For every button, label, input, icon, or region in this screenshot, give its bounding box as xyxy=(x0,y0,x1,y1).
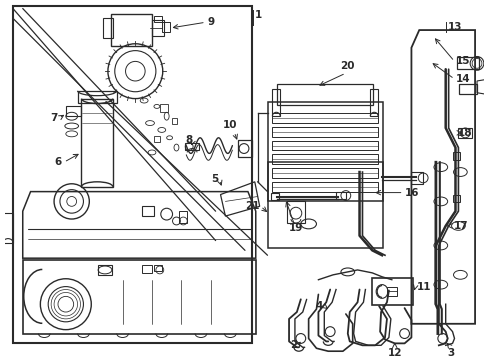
Bar xyxy=(267,162,382,248)
Bar xyxy=(272,89,280,116)
Bar xyxy=(78,91,117,103)
Bar xyxy=(272,127,377,137)
Bar xyxy=(458,84,476,94)
Text: 9: 9 xyxy=(207,17,214,27)
Bar xyxy=(456,58,478,69)
Bar xyxy=(286,201,304,223)
Bar xyxy=(238,140,251,157)
Bar xyxy=(457,128,471,138)
Text: 1: 1 xyxy=(254,10,262,21)
Bar xyxy=(277,84,372,105)
Bar xyxy=(103,18,113,38)
Text: 18: 18 xyxy=(456,128,471,138)
Text: 12: 12 xyxy=(387,348,401,358)
Text: 17: 17 xyxy=(452,221,467,231)
Text: 4: 4 xyxy=(315,301,323,311)
Text: 14: 14 xyxy=(454,74,469,84)
Bar xyxy=(410,172,422,184)
Bar xyxy=(142,206,154,216)
Text: 21: 21 xyxy=(244,201,259,211)
Bar xyxy=(386,287,396,296)
Bar xyxy=(66,107,81,116)
Bar xyxy=(185,143,199,150)
Bar xyxy=(369,89,377,116)
Text: 19: 19 xyxy=(288,223,303,233)
Bar xyxy=(179,211,187,223)
Text: 7: 7 xyxy=(51,113,58,123)
Bar xyxy=(272,168,377,178)
Text: 3: 3 xyxy=(446,348,453,358)
Bar xyxy=(23,270,42,324)
Bar xyxy=(3,213,13,243)
Bar xyxy=(267,102,382,201)
Bar xyxy=(152,20,163,36)
Bar xyxy=(13,6,251,343)
Bar xyxy=(171,118,177,124)
Bar xyxy=(451,152,459,160)
Text: 15: 15 xyxy=(454,57,469,66)
Bar xyxy=(111,14,152,46)
Text: 10: 10 xyxy=(223,120,237,130)
Bar xyxy=(154,136,160,142)
Bar xyxy=(272,141,377,150)
Bar xyxy=(160,104,167,112)
Bar xyxy=(272,182,377,192)
Text: 16: 16 xyxy=(404,188,418,198)
Text: 5: 5 xyxy=(211,174,218,184)
Bar xyxy=(271,193,279,201)
Text: 8: 8 xyxy=(185,135,193,145)
Bar xyxy=(23,260,255,334)
Bar xyxy=(371,278,412,305)
Text: 6: 6 xyxy=(55,157,62,167)
Text: 11: 11 xyxy=(415,282,430,292)
Bar xyxy=(272,154,377,164)
Bar xyxy=(142,265,152,273)
Bar xyxy=(154,265,162,271)
Text: 20: 20 xyxy=(340,61,354,71)
Bar xyxy=(98,265,112,275)
Bar xyxy=(162,22,169,32)
Bar xyxy=(335,192,345,199)
Text: 13: 13 xyxy=(447,22,461,32)
Bar xyxy=(154,16,162,22)
Bar xyxy=(451,194,459,202)
Bar xyxy=(81,99,113,187)
Bar xyxy=(272,113,377,123)
Text: 2: 2 xyxy=(289,340,296,350)
